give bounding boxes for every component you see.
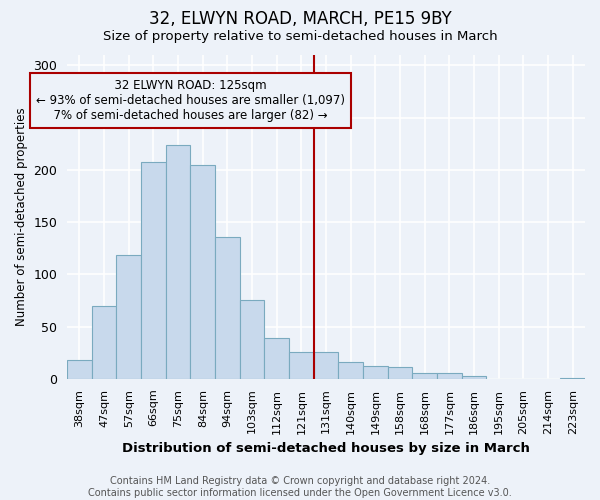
Bar — [338, 362, 363, 379]
Bar — [462, 376, 487, 379]
Bar — [388, 368, 412, 379]
Y-axis label: Number of semi-detached properties: Number of semi-detached properties — [15, 108, 28, 326]
Bar — [116, 254, 141, 379]
Bar — [67, 360, 92, 379]
Bar — [190, 164, 215, 379]
Bar — [240, 300, 265, 379]
Bar — [363, 366, 388, 379]
Bar — [141, 162, 166, 379]
Bar — [560, 378, 585, 379]
Text: Contains HM Land Registry data © Crown copyright and database right 2024.
Contai: Contains HM Land Registry data © Crown c… — [88, 476, 512, 498]
Bar — [166, 145, 190, 379]
Bar — [437, 372, 462, 379]
X-axis label: Distribution of semi-detached houses by size in March: Distribution of semi-detached houses by … — [122, 442, 530, 455]
Bar — [314, 352, 338, 379]
Bar — [92, 306, 116, 379]
Bar — [412, 372, 437, 379]
Text: 32 ELWYN ROAD: 125sqm  
← 93% of semi-detached houses are smaller (1,097)
  7% o: 32 ELWYN ROAD: 125sqm ← 93% of semi-deta… — [36, 79, 345, 122]
Text: Size of property relative to semi-detached houses in March: Size of property relative to semi-detach… — [103, 30, 497, 43]
Text: 32, ELWYN ROAD, MARCH, PE15 9BY: 32, ELWYN ROAD, MARCH, PE15 9BY — [149, 10, 451, 28]
Bar — [265, 338, 289, 379]
Bar — [215, 237, 240, 379]
Bar — [289, 352, 314, 379]
